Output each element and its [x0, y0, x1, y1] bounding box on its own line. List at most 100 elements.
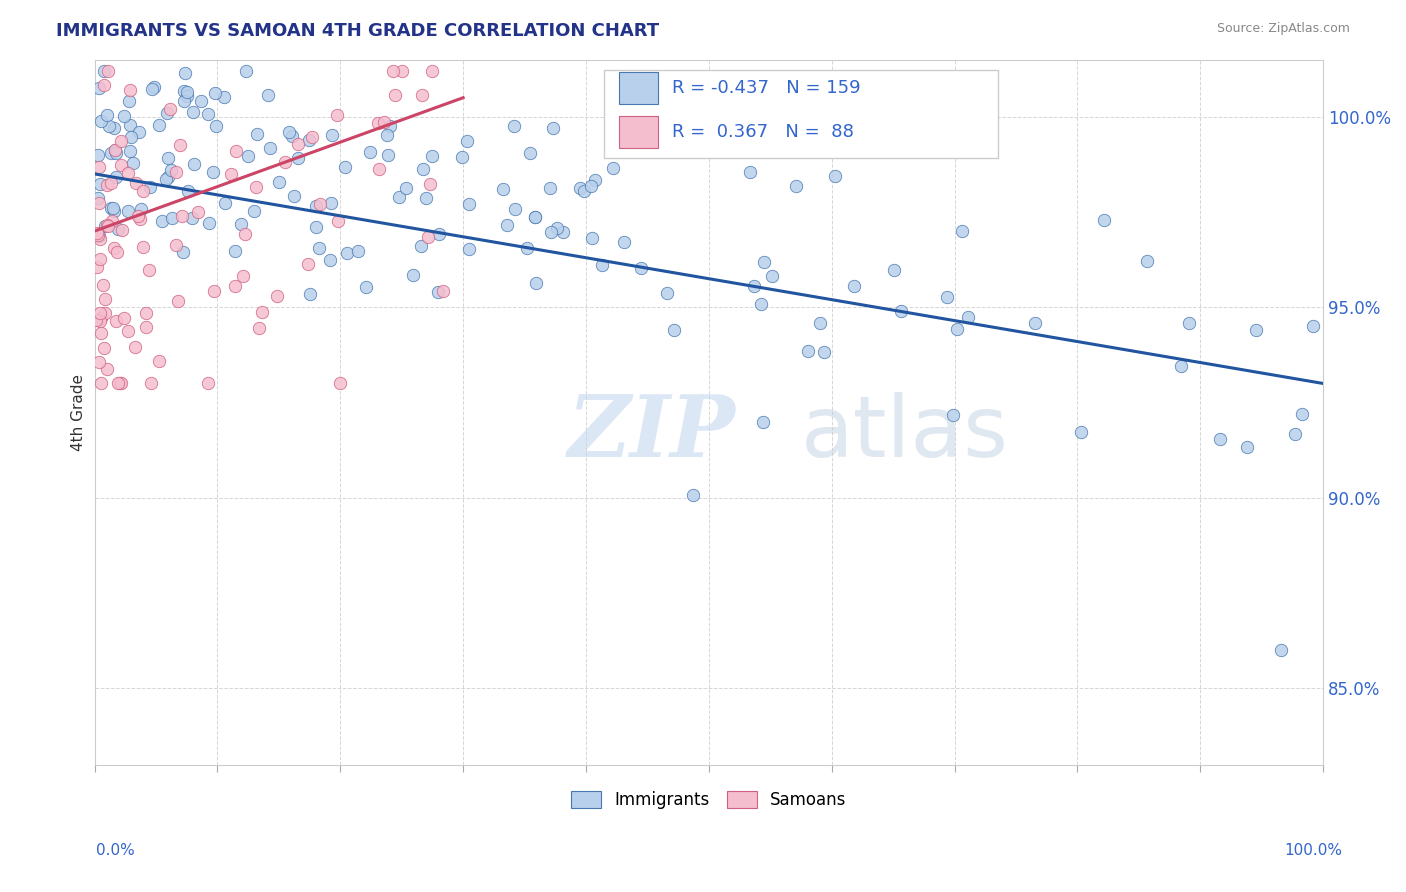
Point: [105, 146, 128, 161]
Point: [162, 211, 184, 225]
Point: [122, 156, 145, 170]
Point: [1136, 254, 1159, 268]
Point: [326, 108, 349, 122]
Point: [197, 376, 219, 391]
Point: [321, 128, 343, 142]
Point: [212, 89, 235, 103]
Point: [569, 181, 592, 195]
Point: [945, 321, 967, 335]
Point: [111, 222, 134, 236]
Point: [96, 219, 118, 233]
Point: [1236, 440, 1258, 454]
Point: [197, 107, 219, 121]
Point: [1170, 359, 1192, 373]
Point: [824, 169, 846, 183]
Point: [120, 144, 142, 158]
Point: [287, 151, 309, 165]
Point: [156, 169, 179, 184]
Point: [128, 212, 150, 227]
Point: [94, 306, 117, 320]
Point: [100, 146, 122, 161]
Point: [96, 108, 118, 122]
Point: [87, 228, 110, 243]
Point: [174, 66, 197, 80]
Point: [540, 225, 562, 239]
Point: [1070, 425, 1092, 439]
Point: [89, 314, 111, 328]
Point: [377, 148, 399, 162]
Point: [183, 157, 205, 171]
Point: [373, 115, 395, 129]
Point: [169, 138, 191, 153]
Point: [503, 119, 526, 133]
Point: [761, 269, 783, 284]
Point: [120, 119, 142, 133]
Point: [630, 260, 652, 275]
Point: [103, 120, 125, 135]
Point: [87, 229, 110, 244]
Point: [236, 149, 259, 163]
Point: [308, 241, 330, 255]
Point: [941, 409, 963, 423]
Point: [93, 341, 115, 355]
Point: [89, 252, 111, 266]
Point: [120, 129, 142, 144]
Point: [354, 280, 377, 294]
Point: [420, 64, 443, 78]
Point: [602, 100, 624, 114]
Point: [957, 310, 980, 325]
Point: [100, 201, 122, 215]
Point: [165, 165, 187, 179]
Point: [523, 210, 546, 224]
Point: [297, 257, 319, 271]
Point: [412, 161, 434, 176]
Point: [336, 246, 359, 260]
Point: [204, 86, 226, 100]
Text: IMMIGRANTS VS SAMOAN 4TH GRADE CORRELATION CHART: IMMIGRANTS VS SAMOAN 4TH GRADE CORRELATI…: [56, 22, 659, 40]
Point: [813, 345, 835, 359]
Point: [591, 258, 613, 272]
Point: [155, 171, 177, 186]
Point: [231, 268, 253, 283]
Point: [117, 204, 139, 219]
Text: ZIP: ZIP: [568, 392, 735, 475]
Point: [103, 241, 125, 255]
FancyBboxPatch shape: [605, 70, 998, 158]
Point: [93, 78, 115, 92]
Point: [426, 285, 449, 299]
Point: [159, 102, 181, 116]
Point: [810, 316, 832, 330]
Point: [131, 184, 153, 198]
Point: [682, 488, 704, 502]
Point: [135, 319, 157, 334]
Text: R =  0.367   N =  88: R = 0.367 N = 88: [672, 123, 853, 141]
Point: [952, 223, 974, 237]
Point: [107, 221, 129, 235]
Point: [89, 306, 111, 320]
Point: [574, 184, 596, 198]
Point: [602, 161, 624, 175]
Point: [384, 87, 406, 102]
Point: [198, 216, 221, 230]
Point: [112, 109, 135, 123]
Point: [90, 310, 112, 325]
Point: [321, 196, 343, 211]
Point: [104, 143, 127, 157]
Point: [368, 162, 391, 177]
Point: [579, 178, 602, 193]
Point: [132, 240, 155, 254]
Point: [233, 227, 256, 241]
Point: [359, 145, 381, 159]
Point: [96, 178, 118, 192]
Bar: [619, 116, 658, 148]
Point: [329, 376, 352, 391]
Point: [538, 181, 561, 195]
Point: [451, 150, 474, 164]
Point: [367, 116, 389, 130]
Point: [93, 292, 115, 306]
Point: [110, 134, 132, 148]
Point: [118, 83, 141, 97]
Point: [655, 285, 678, 300]
Text: R = -0.437   N = 159: R = -0.437 N = 159: [672, 78, 860, 97]
Point: [86, 226, 108, 240]
